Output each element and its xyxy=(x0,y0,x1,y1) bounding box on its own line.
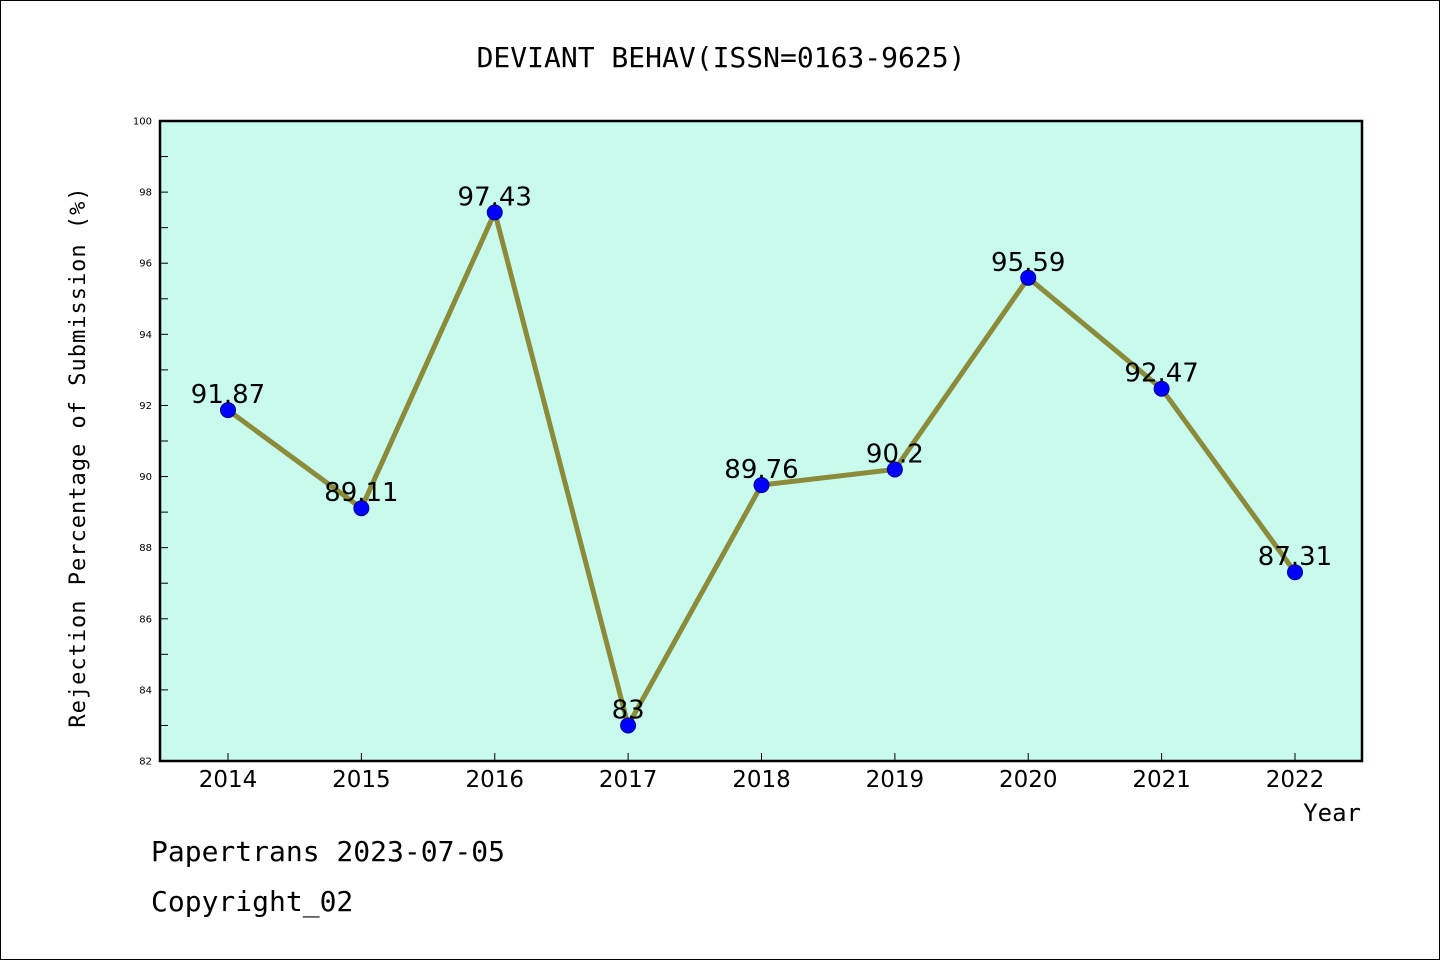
x-tick-label: 2020 xyxy=(999,767,1058,793)
chart-title: DEVIANT BEHAV(ISSN=0163-9625) xyxy=(477,41,966,74)
y-tick-label: 82 xyxy=(139,757,152,768)
y-tick-label: 100 xyxy=(133,117,152,128)
y-tick-label: 86 xyxy=(139,614,152,625)
data-point-marker xyxy=(753,477,770,494)
x-tick-label: 2014 xyxy=(199,767,258,793)
x-tick-label: 2022 xyxy=(1266,767,1325,793)
data-point-marker xyxy=(220,402,236,419)
y-tick-label: 92 xyxy=(139,401,152,412)
data-labels-group: 91.87 89.11 97.43 83 89.76 90.2 95.59 92.47 87.3… xyxy=(191,182,1332,725)
data-point-marker xyxy=(1020,269,1037,286)
y-tick-label: 88 xyxy=(139,543,152,554)
x-tick-label: 2016 xyxy=(465,767,524,793)
x-tick-label: 2017 xyxy=(599,767,658,793)
data-point-label: 95.59 xyxy=(991,248,1065,278)
y-axis-label: Rejection Percentage of Submission (%) xyxy=(66,186,91,727)
footer-copyright-text: Copyright_02 xyxy=(151,885,354,918)
x-axis-ticks: 2014 2015 2016 2017 2018 2019 2020 2021 2022 xyxy=(199,753,1325,793)
y-tick-label: 84 xyxy=(139,685,152,696)
data-point-label: 89.76 xyxy=(724,455,798,485)
data-point-label: 83 xyxy=(612,695,645,725)
x-tick-label: 2015 xyxy=(332,767,391,793)
data-point-marker xyxy=(886,461,903,478)
x-tick-label: 2018 xyxy=(732,767,791,793)
data-point-marker xyxy=(620,717,637,734)
data-point-marker xyxy=(353,500,370,517)
data-point-label: 87.31 xyxy=(1258,542,1332,572)
data-point-label: 90.2 xyxy=(866,439,924,469)
series-markers-group xyxy=(220,204,1303,734)
plot-area xyxy=(158,119,1364,763)
data-point-label: 97.43 xyxy=(458,182,532,212)
data-point-marker xyxy=(1153,380,1170,397)
y-tick-label: 98 xyxy=(139,188,152,199)
data-point-label: 91.87 xyxy=(191,380,265,410)
data-point-label: 92.47 xyxy=(1124,359,1198,389)
y-tick-label: 90 xyxy=(139,472,152,483)
y-tick-label: 94 xyxy=(139,330,152,341)
data-point-marker xyxy=(1287,564,1303,581)
x-tick-label: 2021 xyxy=(1132,767,1191,793)
data-point-label: 89.11 xyxy=(324,478,398,508)
footer-date-text: Papertrans 2023-07-05 xyxy=(151,835,506,868)
x-axis-label: Year xyxy=(1303,799,1361,827)
data-point-marker xyxy=(486,204,503,221)
y-axis-ticks: 82 84 86 88 90 92 94 96 98 100 xyxy=(133,117,168,768)
y-tick-label: 96 xyxy=(139,259,152,270)
x-tick-label: 2019 xyxy=(866,767,925,793)
